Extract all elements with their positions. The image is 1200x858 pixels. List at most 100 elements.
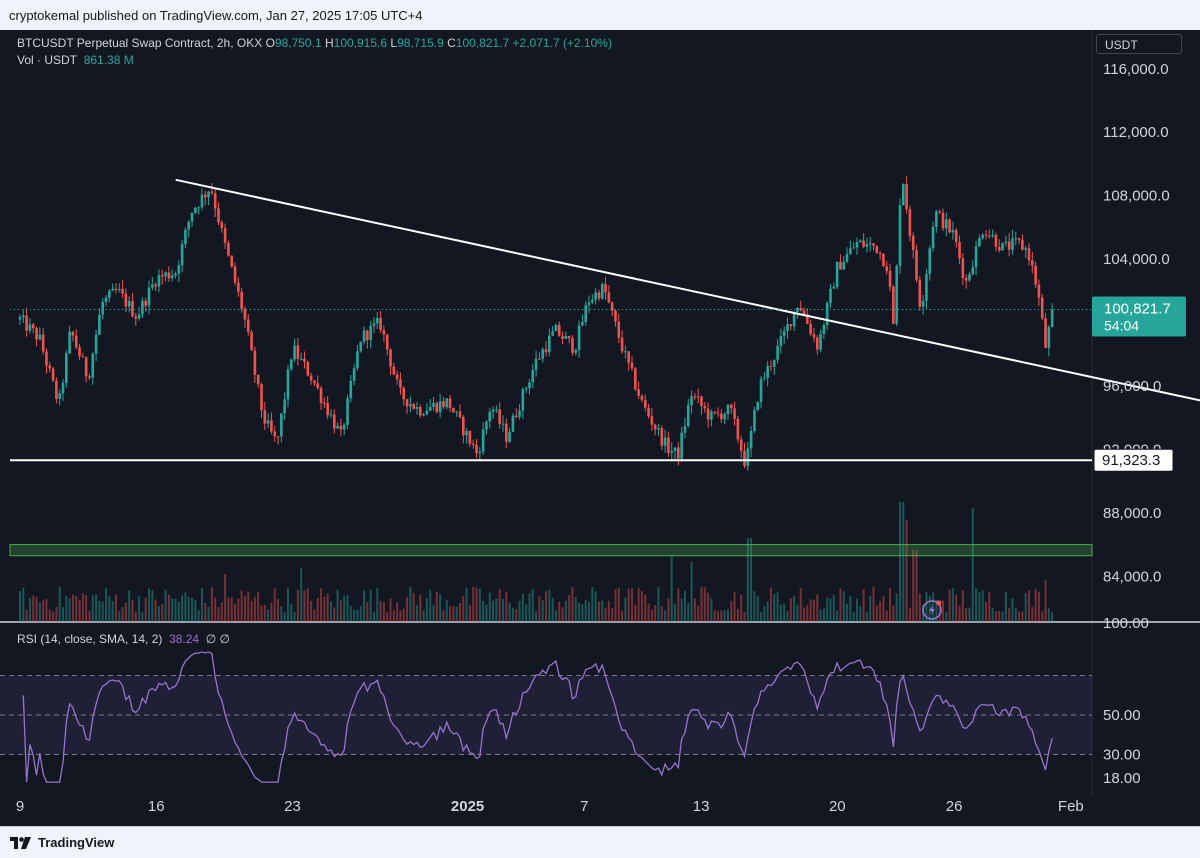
volume-bar	[558, 601, 561, 622]
volume-bar	[184, 592, 187, 622]
alert-icon[interactable]	[922, 600, 942, 620]
volume-bar	[75, 596, 78, 622]
volume-bar	[495, 598, 498, 622]
volume-bar	[277, 598, 280, 622]
volume-bar	[273, 588, 276, 622]
candle-body	[256, 374, 260, 385]
candle-body	[908, 209, 912, 236]
volume-bar	[753, 591, 756, 622]
volume-bar	[988, 591, 991, 622]
candle-body	[432, 402, 435, 407]
candle-body	[892, 286, 895, 324]
candle-body	[587, 302, 591, 306]
volume-bar	[19, 590, 21, 622]
candle-body	[825, 302, 829, 326]
volume-bar	[227, 597, 230, 622]
candle-body	[1031, 260, 1034, 266]
volume-bar	[316, 598, 319, 622]
volume-bar	[769, 587, 772, 622]
candle-body	[858, 240, 862, 243]
volume-bar	[482, 600, 485, 622]
rsi-pane	[0, 651, 1092, 783]
volume-bar	[902, 502, 905, 622]
candle-body	[286, 369, 290, 400]
last-price-tag	[1092, 296, 1186, 337]
volume-bar	[449, 606, 452, 622]
candle-body	[885, 266, 889, 271]
candle-body	[617, 321, 621, 338]
candle-body	[756, 402, 760, 410]
candle-body	[61, 382, 65, 394]
volume-bar	[406, 596, 409, 622]
candle-body	[366, 330, 369, 340]
candle-body	[448, 398, 452, 409]
candle-body	[35, 328, 38, 340]
volume-bar	[71, 594, 74, 622]
volume-bar	[965, 608, 968, 622]
candle-body	[147, 287, 151, 306]
volume-bar	[465, 587, 468, 622]
volume-bar	[717, 610, 720, 622]
candle-body	[862, 240, 865, 247]
volume-bar	[247, 591, 250, 622]
volume-bar	[214, 597, 217, 622]
candle-body	[253, 350, 257, 375]
currency-selector[interactable]: USDT	[1096, 34, 1182, 54]
volume-bar	[932, 592, 935, 622]
volume-bar	[869, 595, 872, 622]
candle-body	[1050, 309, 1054, 327]
candle-body	[693, 396, 697, 398]
drawings[interactable]	[9, 178, 1200, 557]
trendline[interactable]	[175, 178, 1200, 402]
candle-body	[81, 356, 85, 358]
volume-value: 861.38 M	[83, 53, 134, 67]
price-chart[interactable]: 116,000.0 112,000.0 108,000.0 104,000.0 96,0…	[0, 30, 1200, 826]
volume-bar	[197, 610, 200, 622]
volume-bar	[703, 587, 706, 622]
volume-bar	[174, 598, 177, 622]
rsi-axis-label: 100.00	[1103, 615, 1149, 632]
volume-bar	[885, 610, 888, 622]
candle-body	[660, 428, 664, 446]
volume-bar	[872, 586, 875, 622]
volume-bar	[564, 600, 567, 622]
price-axis-label: 112,000.0	[1103, 124, 1169, 141]
volume-bar	[594, 591, 597, 622]
candle-body	[266, 420, 270, 424]
volume-bar	[634, 604, 637, 622]
candle-body	[733, 408, 736, 419]
candle-body	[108, 290, 111, 298]
volume-bar	[730, 601, 733, 622]
candle-body	[316, 383, 320, 389]
volume-bar	[114, 594, 117, 622]
volume-bar	[571, 586, 574, 622]
candle-body	[753, 409, 756, 431]
volume-bar	[515, 609, 518, 622]
candle-body	[951, 230, 955, 233]
candle-body	[329, 414, 333, 416]
candle-body	[438, 401, 442, 412]
candle-body	[1037, 284, 1041, 298]
candle-body	[577, 325, 581, 351]
volume-bar	[356, 609, 359, 622]
candle-body	[763, 377, 766, 379]
support-zone[interactable]	[9, 544, 1093, 557]
volume-bar	[386, 612, 389, 622]
candle-body	[597, 292, 601, 299]
volume-bar	[538, 596, 541, 622]
tradingview-logo[interactable]: TradingView	[10, 835, 114, 850]
volume-bar	[333, 607, 336, 622]
candle-body	[571, 338, 574, 353]
candle-body	[792, 311, 796, 327]
candle-body	[74, 335, 78, 348]
candle-body	[786, 324, 789, 332]
candle-body	[240, 291, 243, 309]
candle-body	[620, 337, 624, 352]
candle-body	[554, 324, 558, 332]
price-axis-label: 104,000.0	[1103, 251, 1170, 268]
candle-body	[392, 366, 396, 375]
volume-bar	[660, 606, 663, 622]
tradingview-icon	[10, 836, 31, 849]
volume-bar	[865, 612, 868, 622]
candle-body	[200, 194, 204, 208]
